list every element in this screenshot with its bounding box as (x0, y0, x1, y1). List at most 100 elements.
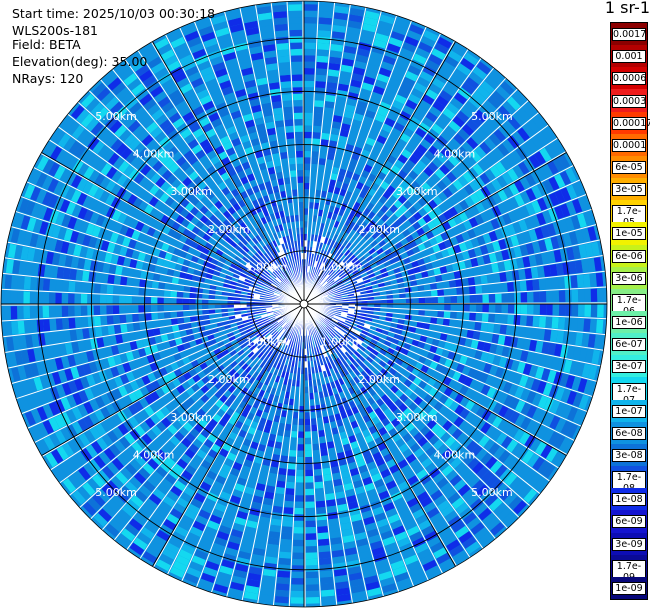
ray-gate-cell (413, 386, 423, 396)
ray-gate-cell (549, 264, 558, 277)
ray-gate-cell (494, 464, 508, 478)
ray-gate-cell (363, 207, 371, 216)
ray-gate-cell (250, 392, 258, 401)
ray-gate-cell (380, 468, 391, 479)
ray-gate-cell (518, 326, 526, 338)
ray-gate-cell (426, 419, 437, 430)
ray-gate-cell (315, 333, 320, 340)
ray-gate-cell (336, 279, 343, 285)
ray-gate-cell (555, 402, 566, 417)
ray-gate-cell (415, 361, 424, 371)
ray-gate-cell (423, 30, 439, 42)
ray-gate-cell (520, 191, 531, 204)
ray-gate-cell (281, 410, 287, 418)
ray-gate-cell (429, 361, 438, 370)
ray-gate-cell (416, 76, 430, 88)
ray-gate-cell (230, 467, 240, 477)
ray-gate-cell (382, 536, 396, 547)
ray-gate-cell (352, 173, 361, 182)
ray-gate-cell (427, 210, 438, 220)
ray-gate-cell (316, 222, 321, 229)
ray-gate-cell (526, 390, 537, 404)
ray-gate-cell (520, 292, 528, 303)
ray-gate-cell (395, 59, 409, 71)
ray-gate-cell (460, 158, 472, 171)
ray-gate-cell (4, 290, 11, 304)
ray-gate-cell (584, 289, 591, 302)
ray-gate-cell (391, 433, 402, 443)
ray-gate-cell (522, 256, 531, 268)
ray-gate-cell (247, 447, 257, 456)
ray-gate-cell (144, 305, 152, 313)
ray-gate-cell (219, 565, 233, 576)
ray-gate-cell (502, 101, 516, 115)
ray-gate-cell (377, 412, 387, 422)
ray-gate-cell (368, 352, 377, 360)
ray-gate-cell (304, 68, 315, 75)
ray-gate-cell (486, 412, 498, 425)
ray-gate-cell (342, 239, 349, 247)
ray-gate-cell (396, 232, 406, 241)
ray-gate-cell (503, 394, 514, 407)
ray-gate-cell (510, 360, 520, 372)
ray-gate-cell (327, 292, 335, 296)
ray-gate-cell (195, 299, 202, 304)
ray-gate-cell (432, 100, 445, 112)
ray-gate-cell (197, 465, 209, 476)
ray-gate-cell (300, 380, 304, 387)
ray-gate-cell (363, 349, 372, 356)
ray-gate-cell (304, 144, 312, 152)
ray-gate-cell (459, 385, 469, 396)
ray-gate-cell (265, 550, 278, 558)
ray-gate-cell (502, 381, 513, 394)
ray-gate-cell (367, 173, 377, 182)
ray-gate-cell (531, 135, 544, 150)
ray-gate-cell (380, 447, 391, 457)
ray-gate-cell (151, 281, 159, 289)
ray-gate-cell (342, 534, 355, 544)
ray-gate-cell (372, 451, 383, 461)
ray-gate-cell (344, 342, 352, 349)
ray-gate-cell (456, 295, 464, 303)
ray-gate-cell (322, 250, 327, 258)
ray-gate-cell (273, 347, 279, 354)
ray-gate-cell (323, 237, 329, 245)
ray-gate-cell (322, 357, 327, 365)
ray-gate-cell (520, 142, 533, 157)
ray-gate-cell (386, 294, 394, 300)
ray-gate-cell (496, 432, 508, 445)
ray-gate-cell (463, 52, 479, 66)
ray-gate-cell (113, 275, 122, 285)
ray-gate-cell (497, 189, 508, 202)
ray-gate-cell (458, 211, 469, 222)
ray-gate-cell (291, 578, 304, 585)
ray-gate-cell (467, 368, 477, 378)
ray-gate-cell (369, 325, 377, 331)
ray-gate-cell (371, 231, 380, 240)
ray-gate-cell (203, 566, 218, 577)
ray-gate-cell (227, 300, 234, 304)
ray-gate-cell (572, 392, 584, 408)
ray-gate-cell (501, 304, 509, 314)
ray-gate-cell (361, 170, 370, 179)
ray-gate-cell (308, 386, 314, 394)
ray-gate-cell (370, 240, 378, 248)
ray-gate-cell (275, 435, 283, 443)
ray-gate-cell (298, 431, 304, 438)
ray-gate-cell (474, 214, 485, 225)
ray-gate-cell (412, 508, 426, 520)
ray-gate-cell (332, 472, 342, 481)
ray-gate-cell (17, 320, 25, 334)
ray-gate-cell (337, 503, 348, 512)
ray-gate-cell (324, 274, 330, 281)
ray-gate-cell (454, 393, 465, 404)
ray-gate-cell (319, 436, 326, 444)
ray-gate-cell (491, 90, 506, 105)
ray-gate-cell (289, 450, 297, 457)
ray-gate-cell (510, 150, 523, 164)
ray-gate-cell (436, 282, 444, 289)
ray-gate-cell (418, 380, 427, 390)
ray-gate-cell (235, 563, 249, 573)
ray-gate-cell (291, 379, 296, 387)
ray-gate-cell (284, 391, 290, 399)
